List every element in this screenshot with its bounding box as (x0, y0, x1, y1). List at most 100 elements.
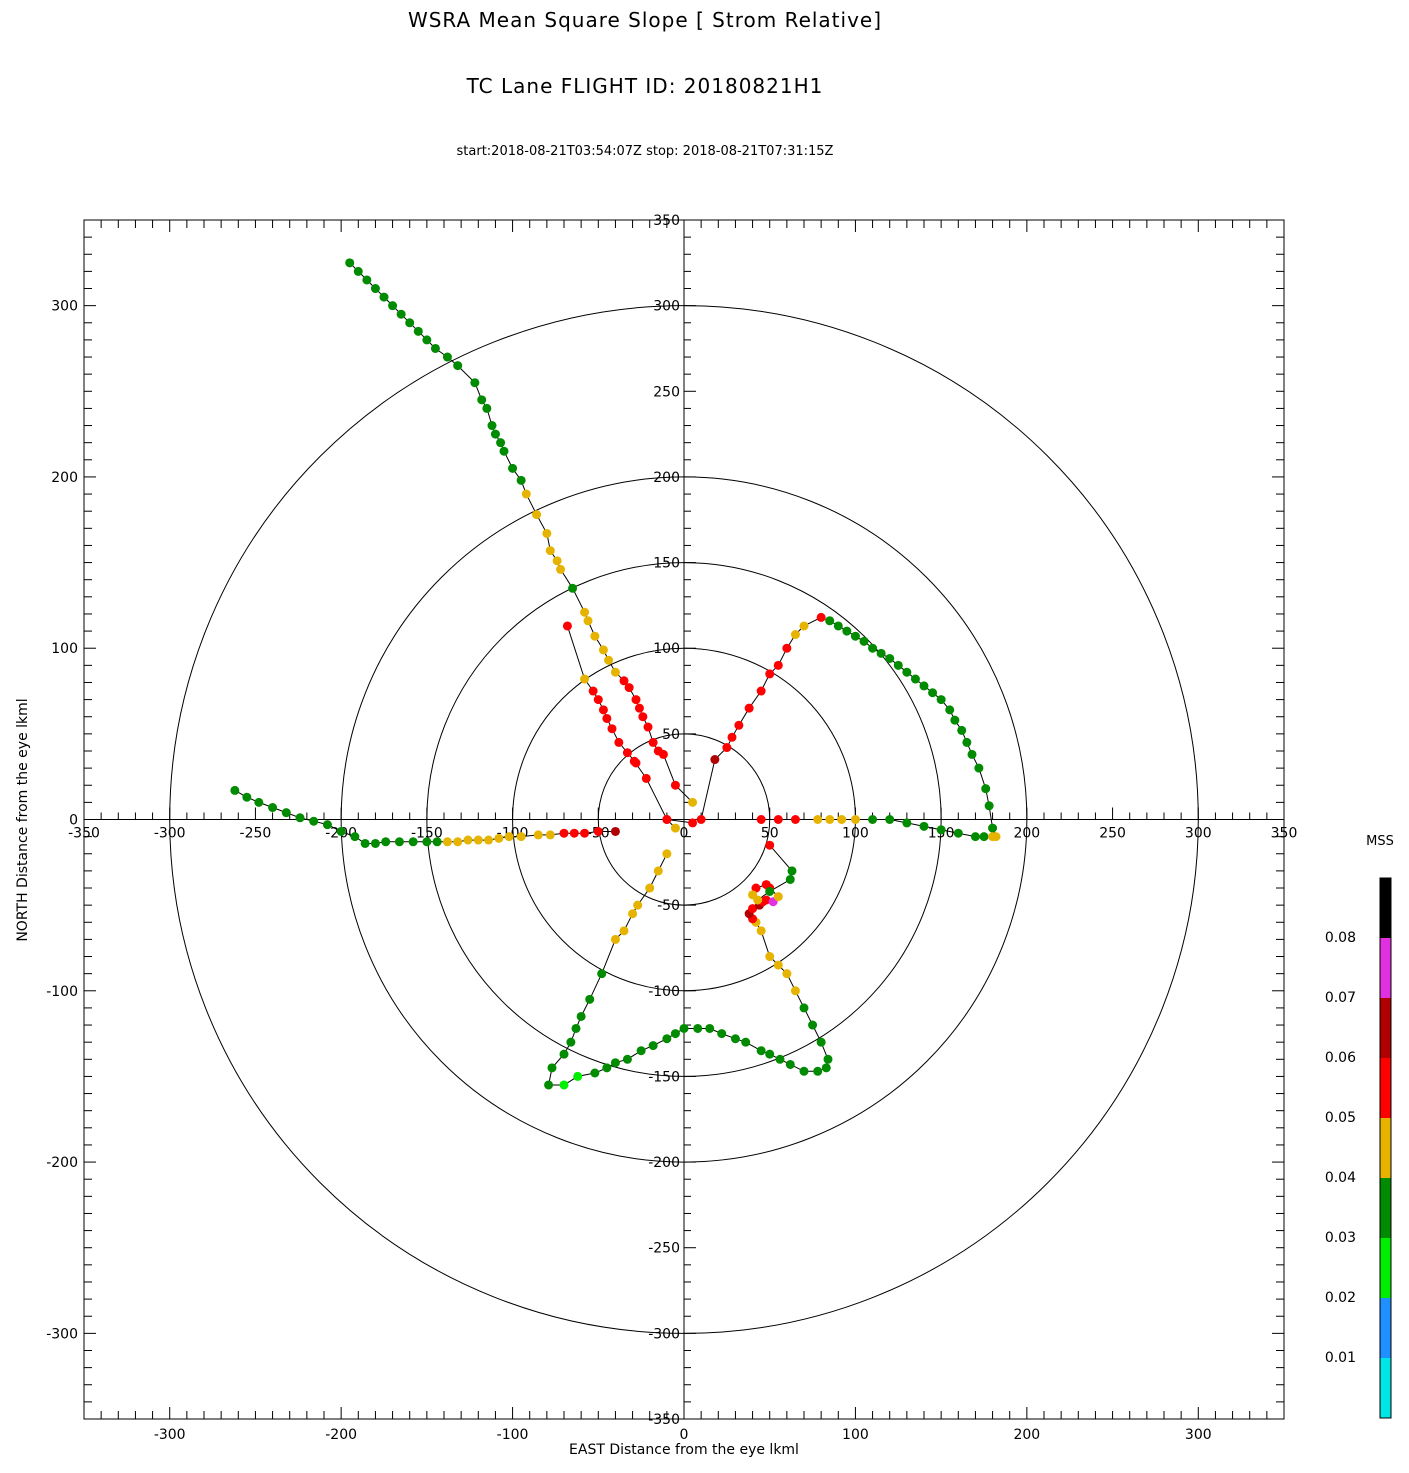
mss-point (979, 832, 989, 842)
x-tick-label: 100 (842, 1427, 869, 1443)
data-points (230, 258, 1001, 1090)
mss-point (717, 1029, 727, 1039)
mss-point (645, 883, 655, 893)
mss-point (988, 823, 998, 833)
mss-point (559, 1049, 569, 1059)
mss-point (662, 1034, 672, 1044)
mss-point (590, 1068, 600, 1078)
mss-point (610, 667, 620, 677)
mss-point (494, 833, 504, 843)
mss-point (583, 616, 593, 626)
mss-point (748, 904, 758, 914)
mss-point (453, 837, 463, 847)
colorbar-band (1380, 1298, 1391, 1358)
mss-point (580, 607, 590, 617)
mss-point (622, 1054, 632, 1064)
mss-point (970, 832, 980, 842)
mss-point (730, 1034, 740, 1044)
colorbar-tick-label: 0.03 (1325, 1230, 1356, 1246)
center-y-tick-label: -50 (657, 898, 680, 914)
mss-point (936, 695, 946, 705)
mss-point (761, 895, 771, 905)
colorbar-tick-label: 0.01 (1325, 1350, 1356, 1366)
mss-point (696, 815, 706, 824)
mss-point (648, 737, 658, 747)
mss-point (842, 626, 852, 636)
mss-point (902, 818, 912, 828)
mss-colorbar: 0.08 0.07 0.06 0.05 0.04 0.03 0.02 0.01 (1325, 877, 1392, 1419)
center-y-tick-label: -200 (648, 1155, 680, 1171)
center-y-tick-label: 50 (662, 727, 680, 743)
mss-point (470, 378, 480, 388)
mss-point (504, 832, 514, 842)
mss-point (850, 815, 860, 824)
mss-point (499, 446, 509, 456)
mss-point (547, 1063, 557, 1073)
center-x-tick-label: 250 (1099, 826, 1126, 842)
mss-point (919, 821, 929, 831)
mss-point (568, 583, 578, 593)
mss-point (751, 883, 761, 893)
mss-point (619, 676, 629, 686)
center-y-tick-label: 350 (653, 213, 680, 229)
mss-point (790, 815, 800, 824)
mss-point (482, 403, 492, 413)
mss-point (362, 275, 372, 285)
colorbar-tick-label: 0.05 (1325, 1110, 1356, 1126)
mss-point (765, 886, 775, 896)
mss-point (473, 835, 483, 845)
mss-point (710, 755, 720, 765)
mss-point (590, 631, 600, 641)
mss-point (576, 1011, 586, 1021)
mss-point (662, 815, 672, 824)
mss-point (967, 749, 977, 759)
track-line (700, 616, 997, 837)
colorbar-tick-label: 0.02 (1325, 1290, 1356, 1306)
mss-point (893, 660, 903, 670)
mss-point (859, 636, 869, 646)
mss-point (833, 621, 843, 631)
mss-point (508, 463, 518, 473)
y-tick-label: 0 (69, 813, 78, 829)
mss-point (619, 926, 629, 936)
mss-point (727, 732, 737, 742)
mss-point (641, 773, 651, 783)
mss-point (837, 815, 847, 824)
mss-point (610, 826, 620, 836)
center-x-tick-label: -350 (68, 826, 100, 842)
mss-point (453, 361, 463, 371)
mss-point (556, 564, 566, 574)
mss-point (521, 489, 531, 499)
mss-point (422, 335, 432, 345)
center-x-tick-label: 100 (842, 826, 869, 842)
mss-point (638, 712, 648, 722)
mss-point (396, 309, 406, 319)
mss-point (484, 835, 494, 845)
mss-point (756, 926, 766, 936)
mss-point (614, 737, 624, 747)
mss-point (722, 743, 732, 753)
mss-point (765, 840, 775, 850)
mss-point (658, 749, 668, 759)
colorbar-border (1379, 877, 1392, 1419)
mss-point (799, 1066, 809, 1076)
colorbar-band (1380, 938, 1391, 998)
mss-point (559, 828, 569, 838)
mss-point (816, 612, 826, 622)
center-y-tick-label: -150 (648, 1069, 680, 1085)
mss-point (295, 813, 305, 823)
mss-point (790, 986, 800, 996)
mss-point (516, 832, 526, 842)
x-tick-label: 0 (680, 1427, 689, 1443)
chart-title: WSRA Mean Square Slope [ Strom Relative] (407, 8, 883, 32)
mss-point (821, 1063, 831, 1073)
mss-point (974, 763, 984, 773)
mss-point (379, 292, 389, 302)
mss-point (585, 994, 595, 1004)
mss-point (765, 669, 775, 679)
mss-point (773, 660, 783, 670)
mss-point (309, 816, 319, 826)
mss-point (336, 826, 346, 836)
x-tick-label: 300 (1185, 1427, 1212, 1443)
mss-point (588, 686, 598, 696)
